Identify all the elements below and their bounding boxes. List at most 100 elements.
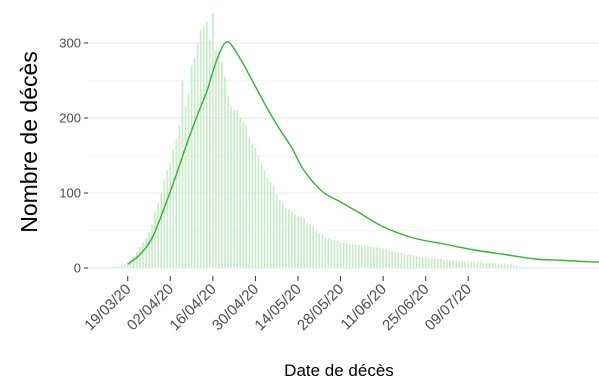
bar (154, 211, 156, 268)
bar (485, 262, 488, 268)
bar (123, 264, 126, 268)
bar (473, 262, 476, 268)
bar (117, 266, 120, 268)
bar (208, 39, 211, 268)
bar (516, 265, 518, 268)
bar (464, 261, 467, 268)
bar (327, 238, 330, 268)
bar (169, 163, 172, 268)
bar (239, 118, 242, 268)
bar (284, 208, 287, 268)
bar (111, 267, 114, 268)
bar (288, 209, 290, 268)
bar (345, 243, 348, 268)
bar (157, 202, 159, 268)
bar (424, 257, 427, 268)
bar (455, 260, 457, 268)
bar (403, 253, 406, 268)
bar (236, 110, 239, 268)
bar (394, 251, 397, 268)
bar (163, 179, 166, 268)
bar (446, 259, 448, 268)
bar (263, 170, 266, 268)
bar (260, 163, 263, 268)
bar (126, 262, 129, 268)
bar (172, 149, 175, 268)
bar (120, 265, 123, 268)
bar (364, 245, 366, 268)
bar (397, 252, 400, 268)
bar (199, 29, 202, 268)
bar (212, 13, 214, 268)
bar (476, 262, 479, 268)
bar (367, 246, 369, 268)
bar (224, 76, 226, 268)
bar (245, 125, 248, 268)
bar (440, 259, 442, 268)
bar (248, 136, 251, 268)
bar (215, 50, 217, 268)
bar (291, 211, 293, 268)
bar (175, 139, 178, 268)
bar (376, 247, 378, 268)
bar (443, 259, 445, 268)
bar (519, 266, 521, 268)
bar (321, 234, 324, 268)
bar (202, 26, 205, 268)
bar (379, 247, 381, 268)
bar (275, 194, 278, 268)
bar (218, 50, 220, 268)
smooth-line-series (127, 41, 599, 265)
bar (233, 110, 235, 268)
bar (354, 244, 357, 268)
bar (430, 258, 433, 268)
bar (151, 224, 153, 268)
bar (221, 61, 223, 268)
bar (391, 250, 394, 268)
bar (145, 238, 147, 268)
bar (385, 249, 387, 268)
bar (160, 193, 163, 268)
bar (479, 262, 482, 268)
bar (339, 241, 342, 268)
bar (281, 204, 284, 268)
x-tick-label: 28/05/20 (294, 281, 347, 334)
smooth-line (127, 41, 599, 265)
bar (309, 224, 311, 268)
bar (336, 241, 339, 268)
bar (342, 242, 345, 268)
y-tick-label: 300 (59, 36, 81, 51)
bar (230, 106, 232, 268)
bar (254, 148, 257, 268)
bar (184, 106, 187, 268)
bar (522, 267, 524, 268)
bar (406, 254, 409, 268)
bar (525, 267, 527, 268)
bar (227, 95, 229, 268)
bar (467, 261, 470, 268)
bar (251, 144, 254, 268)
bar (452, 260, 454, 268)
bar (303, 219, 305, 268)
bar (357, 244, 360, 268)
bar (205, 22, 208, 268)
bar (470, 262, 473, 268)
bar (388, 250, 391, 268)
bar (266, 178, 269, 268)
bar (482, 262, 485, 268)
bar (382, 248, 384, 268)
bar (461, 261, 463, 268)
bar (409, 254, 412, 268)
x-tick-label: 09/07/20 (422, 281, 475, 334)
bar (433, 258, 436, 268)
bar (412, 255, 415, 268)
bar (333, 240, 336, 268)
bar (436, 259, 439, 268)
bar (178, 125, 181, 268)
bar (506, 264, 509, 268)
bar (458, 261, 460, 268)
bar (427, 257, 430, 268)
bar (415, 256, 418, 268)
y-tick-label: 0 (74, 261, 81, 276)
bar (257, 155, 260, 268)
